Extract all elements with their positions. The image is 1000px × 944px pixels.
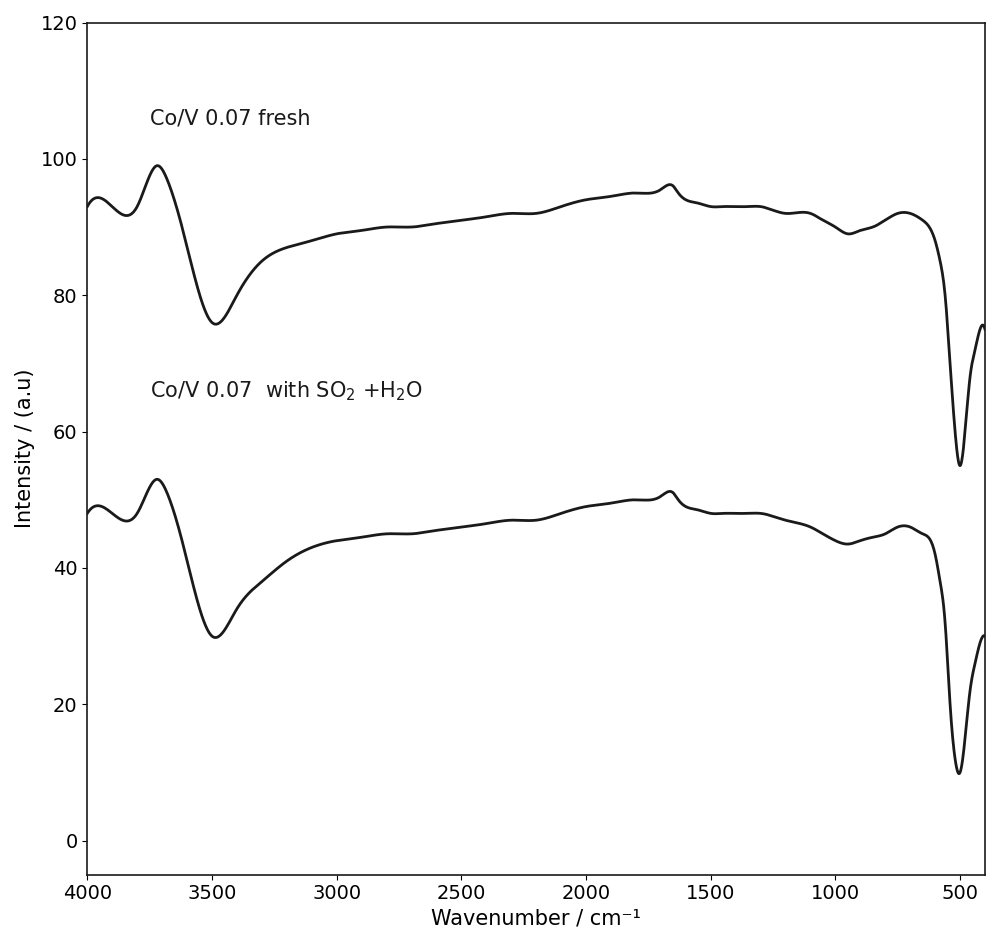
Y-axis label: Intensity / (a.u): Intensity / (a.u) xyxy=(15,369,35,529)
Text: Co/V 0.07 fresh: Co/V 0.07 fresh xyxy=(150,109,310,128)
X-axis label: Wavenumber / cm⁻¹: Wavenumber / cm⁻¹ xyxy=(431,909,641,929)
Text: Co/V 0.07  with SO$_2$ +H$_2$O: Co/V 0.07 with SO$_2$ +H$_2$O xyxy=(150,379,423,403)
